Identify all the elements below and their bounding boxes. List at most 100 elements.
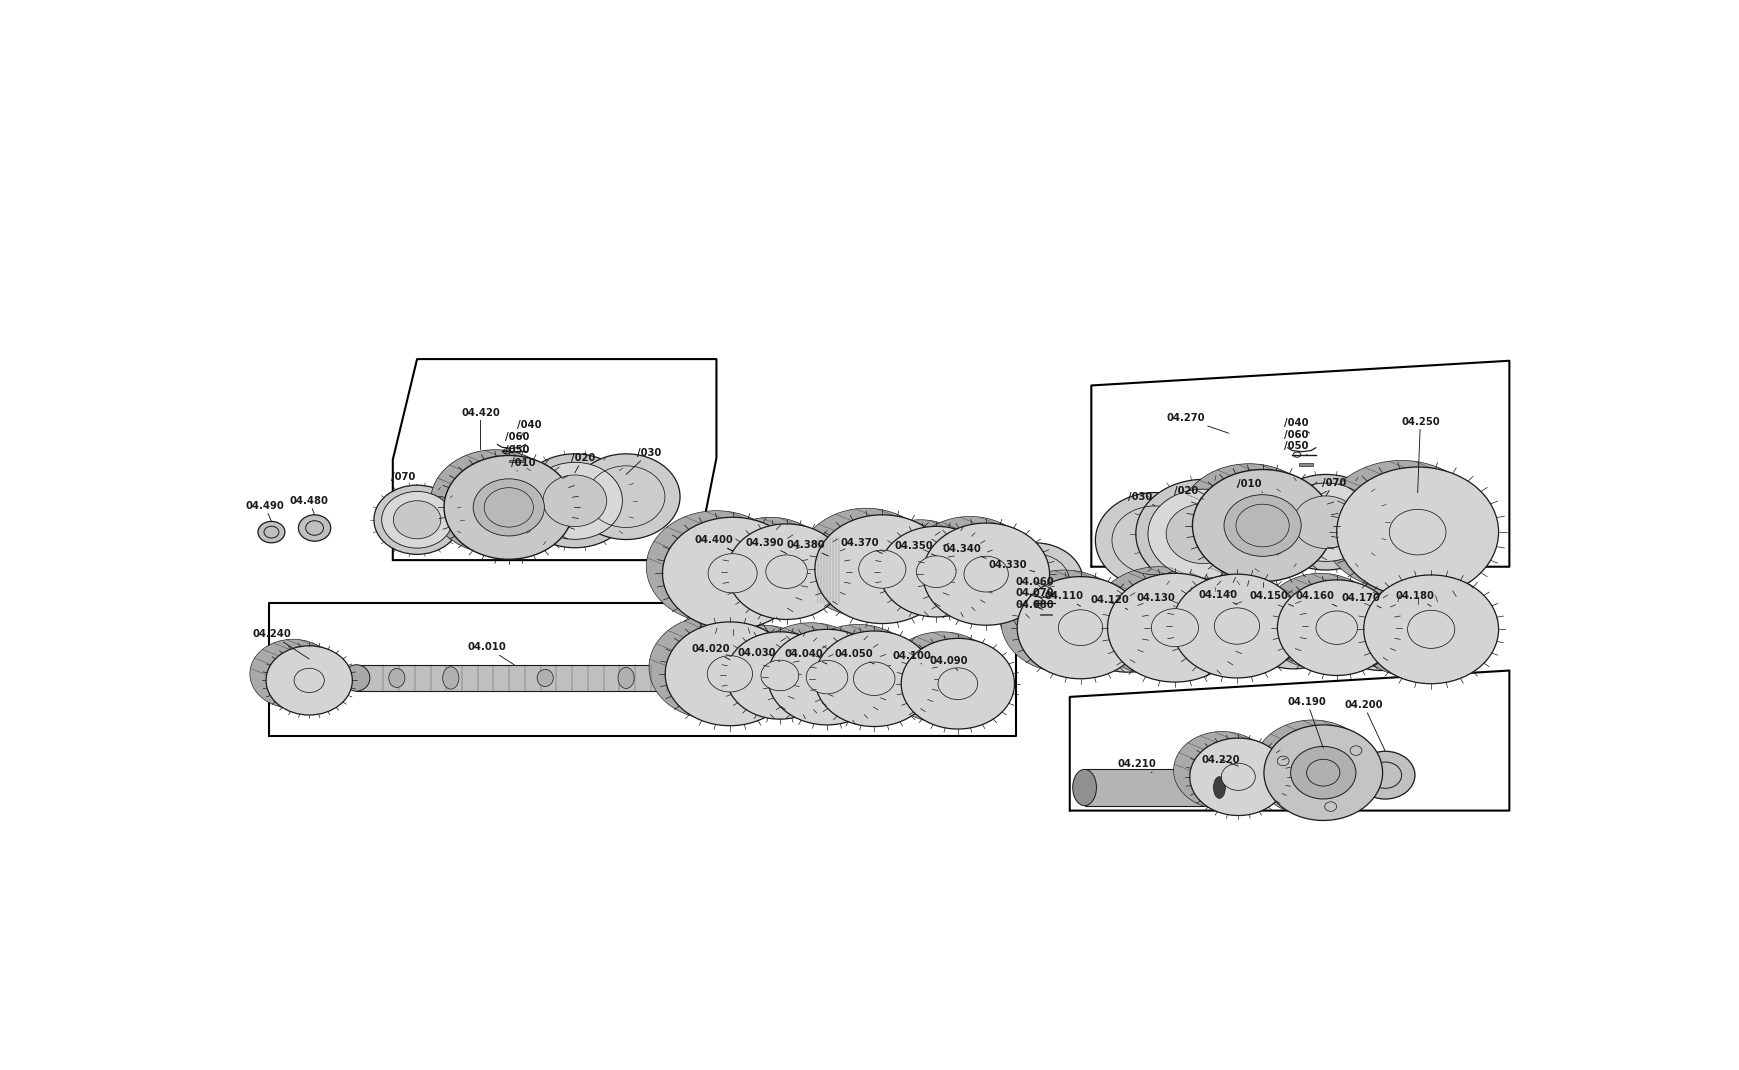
Ellipse shape <box>1096 492 1214 589</box>
Ellipse shape <box>859 550 906 588</box>
Ellipse shape <box>443 456 574 560</box>
Ellipse shape <box>1407 610 1454 648</box>
Bar <box>1040 613 1052 615</box>
Ellipse shape <box>649 615 777 719</box>
Text: 04.140: 04.140 <box>1198 590 1236 605</box>
Ellipse shape <box>430 449 560 553</box>
Ellipse shape <box>374 485 459 554</box>
Ellipse shape <box>1303 756 1343 790</box>
Ellipse shape <box>986 542 1083 621</box>
Ellipse shape <box>937 668 977 700</box>
Text: 04.490: 04.490 <box>245 501 283 521</box>
Text: 04.210: 04.210 <box>1116 760 1156 773</box>
Text: /070: /070 <box>391 472 417 485</box>
Text: /020: /020 <box>570 453 595 473</box>
Ellipse shape <box>1263 724 1383 821</box>
Text: 04.070: 04.070 <box>1016 588 1054 599</box>
Text: /070: /070 <box>1322 477 1346 495</box>
Ellipse shape <box>906 517 1033 618</box>
Ellipse shape <box>727 524 845 620</box>
Ellipse shape <box>814 631 934 727</box>
Ellipse shape <box>725 631 833 719</box>
Text: 04.170: 04.170 <box>1341 593 1381 608</box>
Ellipse shape <box>485 489 530 525</box>
Ellipse shape <box>1388 509 1445 555</box>
Ellipse shape <box>1165 504 1240 564</box>
Ellipse shape <box>250 639 336 708</box>
Ellipse shape <box>706 656 753 692</box>
Text: 04.150: 04.150 <box>1249 592 1292 607</box>
Text: /010: /010 <box>1236 479 1263 492</box>
Ellipse shape <box>1238 506 1287 545</box>
Text: 04.120: 04.120 <box>1090 596 1129 610</box>
Text: 04.040: 04.040 <box>784 649 826 663</box>
Text: 04.080: 04.080 <box>1016 599 1054 610</box>
Text: 04.010: 04.010 <box>468 642 515 664</box>
Text: 04.270: 04.270 <box>1165 413 1228 433</box>
Ellipse shape <box>1252 720 1370 815</box>
Ellipse shape <box>922 523 1049 625</box>
Text: 04.110: 04.110 <box>1043 592 1083 607</box>
Ellipse shape <box>751 623 870 718</box>
Ellipse shape <box>897 662 946 702</box>
Ellipse shape <box>1276 580 1395 675</box>
Ellipse shape <box>393 501 440 539</box>
Ellipse shape <box>863 520 976 610</box>
Ellipse shape <box>1355 751 1414 799</box>
Ellipse shape <box>1276 483 1374 562</box>
Ellipse shape <box>1223 494 1301 556</box>
Ellipse shape <box>381 491 452 548</box>
Ellipse shape <box>880 526 993 617</box>
Ellipse shape <box>1106 574 1242 682</box>
Text: 04.100: 04.100 <box>892 651 930 663</box>
Text: /050: /050 <box>504 445 529 458</box>
Text: 04.200: 04.200 <box>1344 700 1384 751</box>
Text: 04.400: 04.400 <box>694 535 732 551</box>
Ellipse shape <box>767 629 885 724</box>
Bar <box>1083 769 1219 806</box>
Ellipse shape <box>473 479 544 536</box>
Text: 04.190: 04.190 <box>1287 697 1325 748</box>
Ellipse shape <box>1191 470 1332 582</box>
Ellipse shape <box>1151 609 1198 646</box>
Text: 04.380: 04.380 <box>786 540 828 556</box>
Ellipse shape <box>527 462 623 539</box>
Ellipse shape <box>901 639 1014 729</box>
Ellipse shape <box>294 669 323 692</box>
Ellipse shape <box>1363 575 1497 684</box>
Ellipse shape <box>537 670 553 687</box>
Ellipse shape <box>442 667 459 689</box>
Text: 04.050: 04.050 <box>835 649 873 663</box>
Ellipse shape <box>617 668 633 688</box>
Ellipse shape <box>1179 463 1318 576</box>
Ellipse shape <box>388 669 405 687</box>
Text: 04.130: 04.130 <box>1136 593 1176 607</box>
Ellipse shape <box>1221 763 1254 791</box>
Ellipse shape <box>1172 575 1301 678</box>
Ellipse shape <box>1057 610 1103 645</box>
Text: 04.060: 04.060 <box>1016 577 1054 588</box>
Ellipse shape <box>852 662 894 696</box>
Ellipse shape <box>1212 777 1224 798</box>
Text: 04.180: 04.180 <box>1395 592 1433 607</box>
Text: 04.240: 04.240 <box>252 629 310 659</box>
Ellipse shape <box>1242 586 1344 669</box>
Ellipse shape <box>1207 769 1231 806</box>
Ellipse shape <box>708 553 756 593</box>
Text: 04.020: 04.020 <box>692 644 730 660</box>
Ellipse shape <box>257 521 285 542</box>
Ellipse shape <box>1214 608 1259 644</box>
Ellipse shape <box>1148 489 1257 579</box>
Ellipse shape <box>1329 588 1431 671</box>
Ellipse shape <box>710 625 817 713</box>
Text: 04.220: 04.220 <box>1202 754 1240 766</box>
Ellipse shape <box>1292 495 1358 549</box>
Text: 04.370: 04.370 <box>840 538 882 553</box>
Bar <box>1297 463 1313 465</box>
Ellipse shape <box>1320 460 1482 591</box>
Text: /040: /040 <box>516 421 541 437</box>
Bar <box>508 460 522 462</box>
Ellipse shape <box>814 515 949 624</box>
Text: /030: /030 <box>1127 492 1155 506</box>
Text: /040: /040 <box>1283 418 1309 433</box>
